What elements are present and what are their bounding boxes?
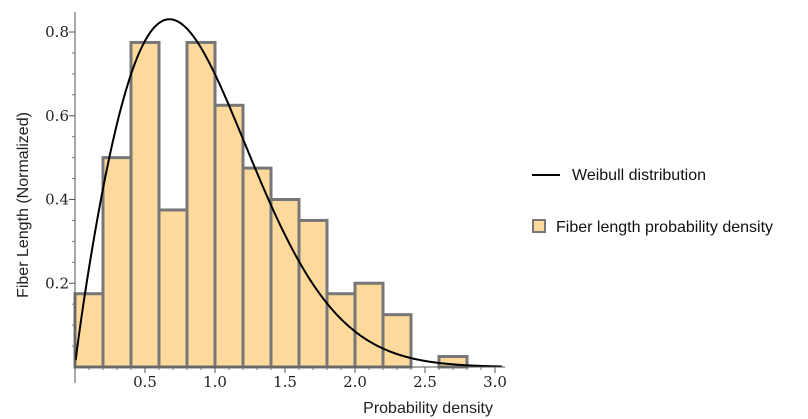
histogram-bar bbox=[157, 208, 189, 369]
x-tick-label: 1.0 bbox=[203, 373, 227, 391]
x-tick-label: 2.0 bbox=[343, 373, 367, 391]
x-tick-label: 1.5 bbox=[273, 373, 297, 391]
y-tick-label: 0.2 bbox=[45, 274, 69, 292]
histogram-bar bbox=[325, 292, 357, 369]
legend-label-weibull: Weibull distribution bbox=[572, 167, 706, 184]
legend: Weibull distribution Fiber length probab… bbox=[532, 167, 773, 236]
y-axis-label: Fiber Length (Normalized) bbox=[15, 112, 32, 298]
x-tick-label: 0.5 bbox=[133, 373, 157, 391]
histogram-bar bbox=[269, 198, 301, 369]
histogram-bar bbox=[185, 40, 217, 369]
y-tick-label: 0.4 bbox=[45, 191, 69, 209]
histogram-bar bbox=[353, 281, 385, 369]
x-axis-label: Probability density bbox=[363, 400, 493, 417]
y-tick-label: 0.8 bbox=[45, 23, 69, 41]
histogram-bar bbox=[129, 40, 161, 369]
legend-bar-swatch bbox=[532, 219, 546, 233]
legend-label-fiber-density: Fiber length probability density bbox=[556, 219, 773, 236]
histogram-bar bbox=[297, 218, 329, 369]
histogram-bar bbox=[213, 103, 245, 369]
histogram-bar bbox=[101, 156, 133, 369]
y-tick-label: 0.6 bbox=[45, 107, 69, 125]
ticks: 0.5 1.0 1.5 2.0 2.5 3.0 0.2 0.4 0.6 0.8 bbox=[45, 23, 507, 391]
histogram-bar bbox=[381, 313, 413, 369]
x-tick-label: 2.5 bbox=[413, 373, 437, 391]
x-tick-label: 3.0 bbox=[483, 373, 507, 391]
weibull-curve bbox=[74, 18, 503, 368]
